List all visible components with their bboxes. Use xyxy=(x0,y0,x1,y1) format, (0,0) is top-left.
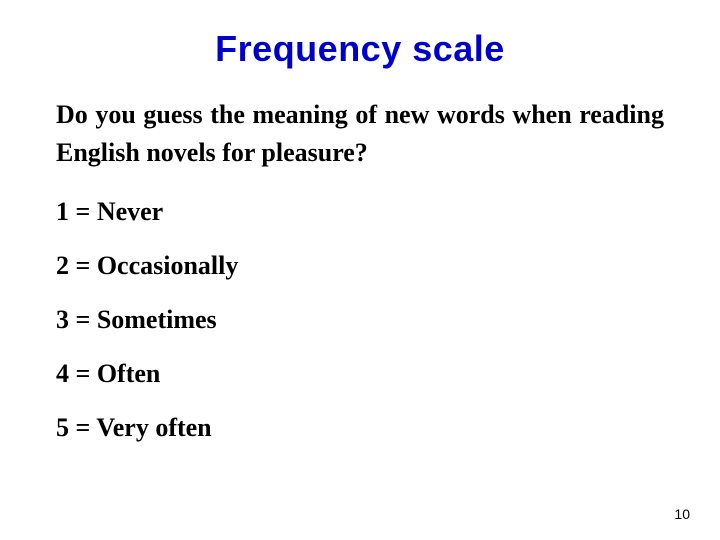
slide-title: Frequency scale xyxy=(56,28,664,70)
scale-item: 4 = Often xyxy=(56,359,664,389)
page-number: 10 xyxy=(674,506,690,522)
scale-list: 1 = Never 2 = Occasionally 3 = Sometimes… xyxy=(56,197,664,443)
question-text: Do you guess the meaning of new words wh… xyxy=(56,96,664,171)
scale-item: 5 = Very often xyxy=(56,413,664,443)
scale-item: 2 = Occasionally xyxy=(56,251,664,281)
scale-item: 3 = Sometimes xyxy=(56,305,664,335)
scale-item: 1 = Never xyxy=(56,197,664,227)
slide: Frequency scale Do you guess the meaning… xyxy=(0,0,720,540)
